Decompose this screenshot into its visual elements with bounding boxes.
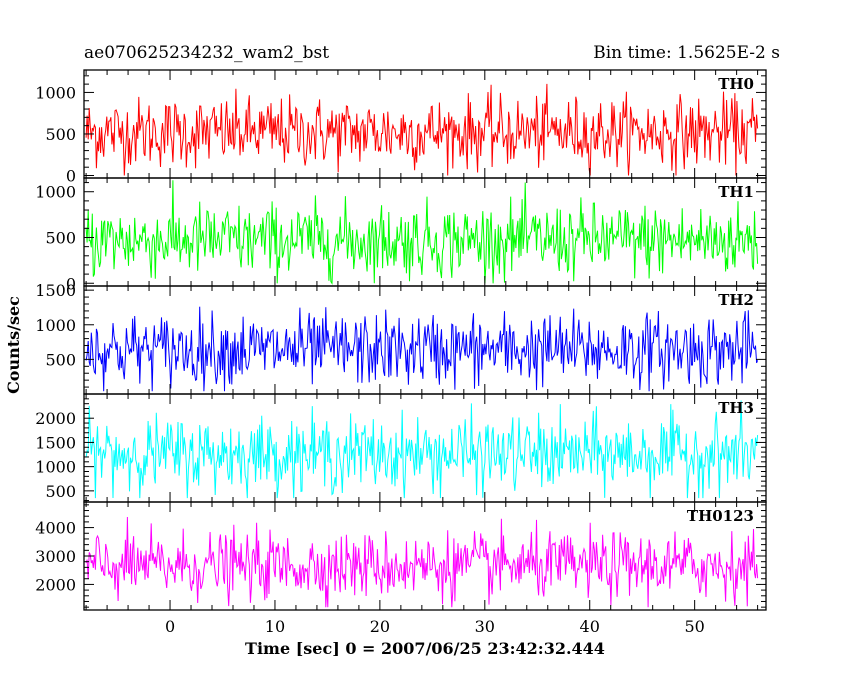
y-tick-label: 3000	[35, 547, 76, 566]
series-line-th0123	[85, 516, 759, 608]
y-tick-label: 2000	[35, 575, 76, 594]
panel-label: TH2	[718, 291, 754, 309]
panel-th0123: 2000 3000 4000 TH0123	[35, 501, 767, 611]
y-tick-label: 500	[45, 228, 76, 247]
y-tick-label: 2000	[35, 409, 76, 428]
x-tick-label: 10	[265, 617, 285, 636]
panel-th1: 0 500 1000 TH1	[35, 177, 767, 293]
x-tick-label: 30	[475, 617, 495, 636]
panel-label: TH0	[718, 75, 754, 93]
series-line-th2	[85, 306, 759, 392]
panel-th2: 500 1000 1500 TH2	[35, 281, 767, 395]
y-tick-label: 1500	[35, 433, 76, 452]
panel-frame	[83, 393, 767, 503]
y-tick-label: 500	[45, 350, 76, 369]
x-tick-label: 40	[580, 617, 600, 636]
y-tick-label: 0	[66, 167, 76, 186]
y-tick-label: 1000	[35, 458, 76, 477]
series-line-th0	[85, 83, 759, 176]
y-tick-label: 500	[45, 125, 76, 144]
panel-label: TH0123	[687, 507, 754, 525]
panel-th0: 0 500 1000 TH0	[35, 69, 767, 186]
y-tick-label: 1000	[35, 183, 76, 202]
x-tick-label: 20	[370, 617, 390, 636]
y-tick-label: 1500	[35, 281, 76, 300]
y-tick-label: 0	[66, 274, 76, 293]
panel-label: TH1	[718, 183, 754, 201]
y-tick-label: 1000	[35, 83, 76, 102]
panel-label: TH3	[718, 399, 754, 417]
y-tick-label: 1000	[35, 316, 76, 335]
x-axis-title: Time [sec] 0 = 2007/06/25 23:42:32.444	[245, 639, 605, 658]
figure-title: ae070625234232_wam2_bst	[84, 43, 329, 63]
x-axis: 0 10 20 30 40 50	[165, 617, 705, 636]
x-tick-label: 0	[165, 617, 175, 636]
y-axis-title: Counts/sec	[4, 296, 23, 394]
y-tick-label: 4000	[35, 519, 76, 538]
y-tick-label: 500	[45, 482, 76, 501]
series-line-th3	[85, 400, 759, 499]
panels-group: 0 500 1000 TH0 0 500 1000 TH1 500 1000 1500 TH2 500 1…	[35, 69, 767, 611]
panel-th3: 500 1000 1500 2000 TH3	[35, 393, 767, 503]
bin-time-label: Bin time: 1.5625E-2 s	[593, 43, 780, 63]
series-line-th1	[85, 180, 759, 285]
x-tick-label: 50	[684, 617, 704, 636]
